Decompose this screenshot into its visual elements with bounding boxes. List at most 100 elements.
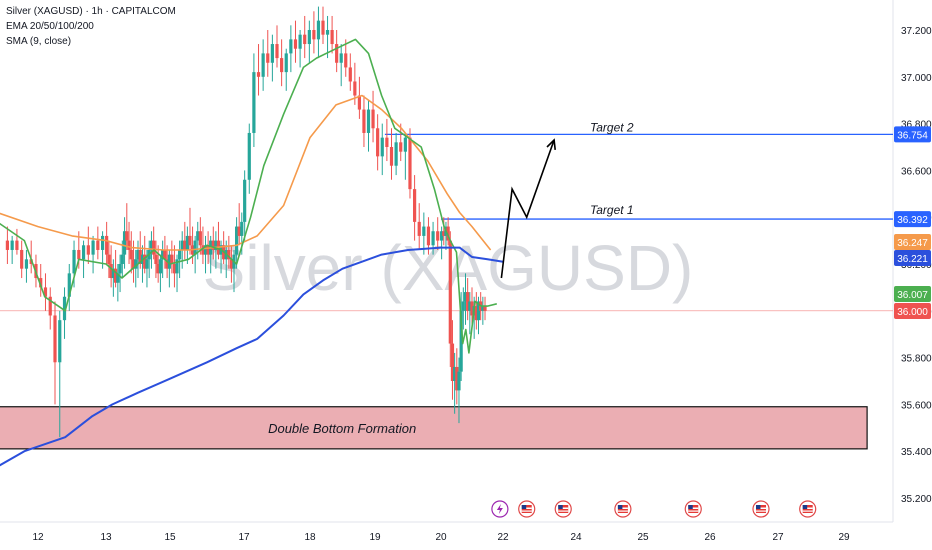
candle-body[interactable] [422, 226, 426, 236]
candle-body[interactable] [72, 249, 76, 274]
candle-body[interactable] [122, 231, 127, 255]
candle-body[interactable] [446, 226, 450, 241]
candle-body[interactable] [426, 226, 431, 246]
candle-body[interactable] [125, 231, 129, 241]
candle-body[interactable] [466, 292, 470, 311]
candle-body[interactable] [114, 268, 118, 283]
candle-body[interactable] [24, 259, 29, 269]
candle-body[interactable] [481, 306, 485, 311]
candle-body[interactable] [91, 240, 95, 255]
candle-body[interactable] [143, 254, 147, 269]
candle-body[interactable] [470, 301, 474, 316]
candle-body[interactable] [303, 34, 307, 45]
candle-body[interactable] [118, 264, 122, 274]
candle-body[interactable] [101, 235, 105, 250]
candle-body[interactable] [453, 366, 457, 381]
candle-body[interactable] [261, 53, 265, 77]
candle-body[interactable] [431, 231, 435, 246]
candle-body[interactable] [483, 306, 487, 311]
candle-body[interactable] [455, 366, 459, 391]
candle-body[interactable] [316, 20, 321, 40]
candle-body[interactable] [227, 249, 231, 260]
candle-body[interactable] [284, 53, 288, 73]
candle-body[interactable] [468, 301, 472, 311]
candle-body[interactable] [193, 240, 197, 255]
candle-body[interactable] [158, 259, 162, 274]
candle-body[interactable] [129, 249, 133, 260]
candle-body[interactable] [58, 320, 62, 363]
candle-body[interactable] [266, 53, 270, 63]
candle-body[interactable] [163, 249, 167, 260]
candle-body[interactable] [457, 371, 461, 391]
candle-body[interactable] [353, 81, 357, 96]
candle-body[interactable] [240, 221, 244, 236]
candle-body[interactable] [62, 296, 67, 321]
candle-body[interactable] [105, 235, 109, 255]
candle-body[interactable] [156, 264, 160, 274]
candle-body[interactable] [67, 273, 71, 297]
candle-body[interactable] [399, 142, 403, 152]
candle-body[interactable] [15, 240, 19, 250]
candle-body[interactable] [214, 240, 218, 250]
candle-body[interactable] [357, 95, 361, 110]
candle-body[interactable] [312, 30, 316, 40]
candle-body[interactable] [120, 254, 124, 264]
candle-body[interactable] [201, 245, 205, 255]
candle-body[interactable] [293, 39, 298, 49]
candle-body[interactable] [366, 109, 371, 133]
candle-body[interactable] [476, 301, 481, 321]
candle-body[interactable] [348, 67, 352, 82]
candle-body[interactable] [408, 137, 412, 190]
candle-body[interactable] [385, 137, 389, 147]
candle-body[interactable] [474, 306, 478, 321]
candle-body[interactable] [394, 142, 398, 166]
candle-body[interactable] [298, 34, 302, 49]
candle-body[interactable] [127, 240, 131, 250]
candle-body[interactable] [96, 240, 100, 250]
candle-body[interactable] [136, 249, 140, 260]
candle-body[interactable] [417, 221, 421, 236]
candle-body[interactable] [325, 30, 330, 35]
candle-body[interactable] [436, 231, 440, 241]
candle-body[interactable] [243, 179, 247, 222]
candle-body[interactable] [116, 273, 120, 283]
candle-body[interactable] [5, 240, 9, 250]
candle-body[interactable] [450, 343, 455, 381]
candle-body[interactable] [48, 296, 52, 316]
candle-body[interactable] [161, 249, 165, 260]
candle-body[interactable] [86, 245, 90, 255]
candle-body[interactable] [145, 259, 149, 269]
candle-body[interactable] [448, 240, 452, 344]
candle-body[interactable] [413, 189, 417, 222]
candle-body[interactable] [459, 310, 463, 372]
candle-body[interactable] [109, 264, 113, 279]
candle-body[interactable] [206, 245, 210, 255]
candle-body[interactable] [289, 39, 293, 54]
series-line-sma_green[interactable] [0, 38, 497, 354]
candle-body[interactable] [183, 240, 187, 250]
candle-body[interactable] [463, 292, 468, 302]
candle-body[interactable] [10, 240, 14, 250]
candle-body[interactable] [461, 301, 465, 311]
candle-body[interactable] [165, 259, 169, 269]
candle-body[interactable] [211, 240, 215, 250]
candle-body[interactable] [203, 245, 208, 255]
candle-body[interactable] [149, 240, 154, 250]
candle-body[interactable] [172, 264, 177, 274]
candle-body[interactable] [256, 72, 261, 77]
candle-body[interactable] [403, 137, 407, 152]
candle-body[interactable] [280, 58, 284, 73]
candle-body[interactable] [237, 226, 241, 236]
candle-body[interactable] [380, 137, 384, 157]
candle-body[interactable] [198, 231, 202, 246]
candle-body[interactable] [362, 109, 366, 133]
candle-body[interactable] [170, 254, 174, 264]
candle-body[interactable] [77, 249, 81, 260]
candle-body[interactable] [111, 268, 115, 279]
candle-body[interactable] [53, 315, 57, 363]
candle-body[interactable] [134, 259, 138, 269]
candle-body[interactable] [344, 53, 348, 68]
candle-body[interactable] [275, 44, 279, 59]
candle-body[interactable] [335, 44, 339, 63]
